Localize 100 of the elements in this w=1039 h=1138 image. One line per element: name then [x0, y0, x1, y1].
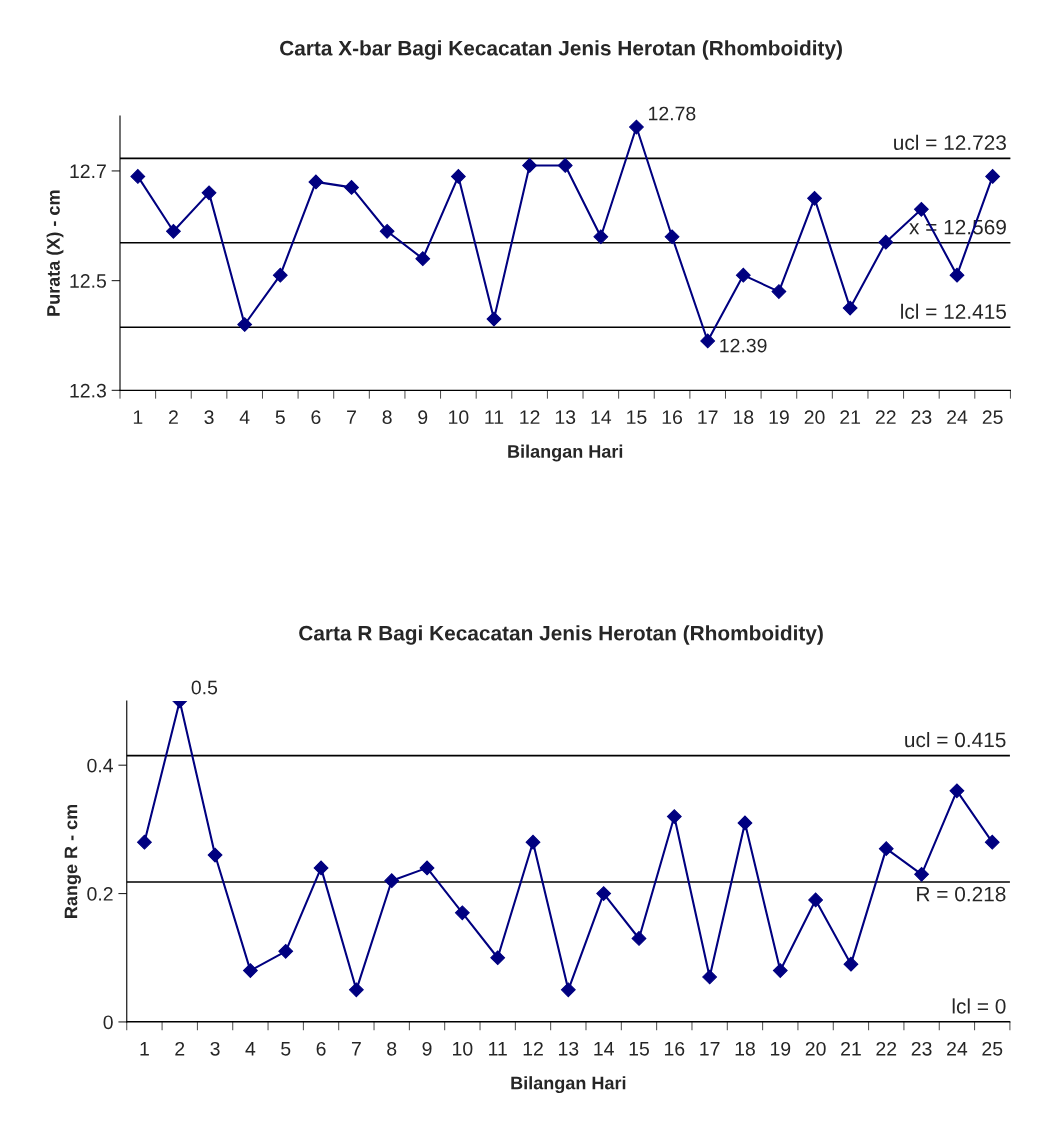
x-tick-label: 12 — [523, 1041, 543, 1056]
point — [560, 982, 576, 998]
x-tick-label: 24 — [947, 1041, 968, 1056]
point — [737, 815, 753, 831]
y-tick-label: 12.7 — [70, 164, 106, 178]
x-axis-title: Bilangan Hari — [511, 1076, 626, 1094]
x-tick-label: 23 — [911, 1041, 932, 1056]
point — [949, 783, 965, 799]
x-tick-label: 5 — [281, 1042, 291, 1056]
point — [913, 201, 929, 217]
point — [522, 158, 537, 173]
data-label: 0.5 — [191, 680, 218, 695]
x-tick-label: 9 — [418, 410, 428, 425]
x-tick-label: 17 — [700, 1042, 720, 1056]
point — [808, 892, 824, 908]
point — [308, 174, 324, 190]
x-axis-title: Bilangan Hari — [508, 444, 623, 462]
y-tick-label: 12.5 — [70, 274, 106, 288]
x-tick-label: 16 — [662, 410, 683, 425]
point — [137, 834, 152, 850]
point — [593, 229, 609, 245]
point — [166, 223, 181, 239]
x-tick-label: 15 — [627, 410, 647, 425]
y-axis-title: Purata (X) - cm — [46, 190, 64, 316]
x-tick-label: 2 — [169, 410, 178, 424]
x-tick-label: 9 — [422, 1041, 432, 1056]
ref-line-label: ucl = 12.723 — [894, 134, 1006, 151]
x-tick-label: 12 — [520, 410, 540, 424]
point — [450, 169, 466, 184]
x-tick-label: 14 — [591, 410, 612, 424]
x-tick-label: 17 — [698, 410, 718, 424]
x-tick-label: 8 — [382, 410, 392, 425]
point — [984, 834, 1000, 850]
x-tick-label: 5 — [275, 410, 285, 425]
y-tick-label: 0 — [103, 1015, 113, 1030]
x-tick-label: 10 — [453, 1041, 473, 1056]
point — [344, 179, 359, 195]
point — [313, 860, 329, 876]
data-label: 12.78 — [649, 106, 696, 121]
x-tick-label: 13 — [555, 410, 576, 425]
point — [949, 267, 965, 283]
y-axis-title: Range R - cm — [64, 804, 81, 918]
x-tick-label: 21 — [841, 1041, 861, 1056]
point — [415, 251, 431, 267]
point — [666, 809, 682, 824]
x-tick-label: 22 — [876, 1041, 897, 1056]
x-tick-label: 10 — [449, 410, 469, 425]
x-tick-label: 3 — [210, 1041, 220, 1056]
x-tick-label: 1 — [140, 1042, 149, 1056]
x-tick-label: 11 — [489, 1042, 507, 1056]
ref-line-label: lcl = 0 — [952, 998, 1006, 1014]
point — [278, 943, 294, 959]
x-tick-label: 7 — [351, 1042, 361, 1056]
x-tick-label: 6 — [311, 410, 321, 425]
point — [379, 223, 395, 239]
point — [807, 190, 822, 206]
point — [486, 311, 502, 327]
point — [348, 982, 364, 998]
point — [201, 185, 217, 201]
point — [735, 267, 751, 283]
x-tick-label: 20 — [804, 410, 825, 425]
ref-line-label: lcl = 12.415 — [901, 303, 1006, 319]
x-tick-label: 25 — [982, 410, 1003, 425]
x-tick-label: 3 — [204, 410, 214, 425]
point — [772, 963, 788, 978]
x-tick-label: 21 — [840, 410, 861, 424]
point — [557, 158, 573, 173]
point — [237, 317, 253, 332]
point — [207, 847, 223, 863]
ref-line-label: R = 0.218 — [917, 886, 1006, 902]
point — [985, 169, 1001, 184]
x-tick-label: 18 — [735, 1041, 755, 1056]
y-tick-label: 0.4 — [87, 758, 113, 773]
point — [525, 834, 541, 850]
x-tick-label: 23 — [911, 410, 932, 425]
point — [842, 300, 858, 316]
point — [878, 234, 894, 250]
point — [490, 950, 506, 966]
point — [243, 963, 258, 978]
x-tick-label: 4 — [239, 410, 250, 424]
y-tick-label: 12.3 — [70, 383, 106, 398]
x-tick-label: 7 — [347, 410, 356, 424]
point — [914, 866, 929, 882]
y-tick-label: 0.2 — [87, 887, 113, 901]
x-tick-label: 14 — [594, 1042, 614, 1056]
point — [629, 119, 644, 135]
x-tick-label: 25 — [982, 1041, 1003, 1056]
point — [130, 169, 146, 184]
x-tick-label: 11 — [485, 410, 504, 424]
x-tick-label: 18 — [733, 410, 754, 425]
point — [631, 931, 647, 946]
x-tick-label: 15 — [629, 1042, 649, 1056]
x-tick-label: 13 — [559, 1041, 579, 1056]
point — [419, 860, 435, 876]
x-tick-label: 6 — [316, 1041, 326, 1056]
x-tick-label: 4 — [245, 1042, 256, 1056]
point — [700, 333, 716, 349]
chart-title: Carta X-bar Bagi Kecacatan Jenis Herotan (Rhomboidity) — [280, 40, 842, 60]
point — [384, 873, 400, 889]
point — [664, 229, 680, 245]
